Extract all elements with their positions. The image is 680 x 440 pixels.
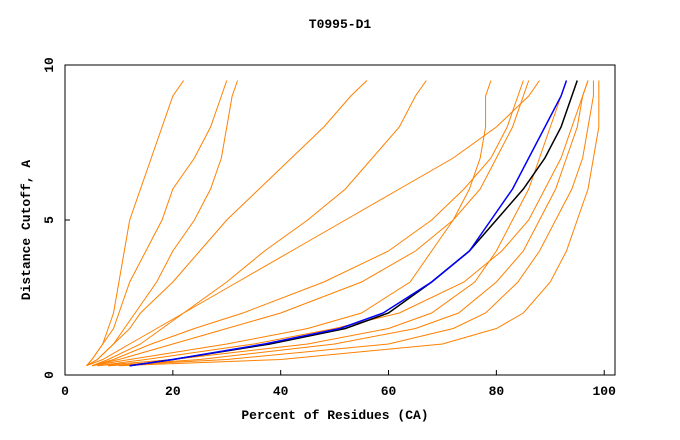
series-line xyxy=(91,80,492,367)
series-line xyxy=(108,80,589,367)
y-tick-label: 10 xyxy=(42,57,57,73)
y-tick-label: 0 xyxy=(42,371,57,379)
x-axis-label: Percent of Residues (CA) xyxy=(241,408,428,423)
series-line xyxy=(86,80,239,367)
series-line xyxy=(129,80,568,367)
x-tick-label: 100 xyxy=(593,384,617,399)
x-tick-label: 40 xyxy=(273,384,289,399)
x-tick-label: 80 xyxy=(489,384,505,399)
series-line xyxy=(97,80,567,367)
y-tick-label: 5 xyxy=(42,216,57,224)
x-tick-label: 0 xyxy=(61,384,69,399)
x-tick-label: 60 xyxy=(381,384,397,399)
series-line xyxy=(86,80,368,367)
series-line xyxy=(118,80,600,367)
series-line xyxy=(91,80,524,367)
y-axis-label: Distance Cutoff, A xyxy=(19,160,34,301)
series-line xyxy=(86,80,228,367)
chart-title: T0995-D1 xyxy=(309,17,372,32)
series-line xyxy=(91,80,427,367)
series-line xyxy=(91,80,530,367)
series-line xyxy=(86,80,540,367)
series-line xyxy=(108,80,594,367)
series-line xyxy=(97,80,589,367)
x-tick-label: 20 xyxy=(165,384,181,399)
